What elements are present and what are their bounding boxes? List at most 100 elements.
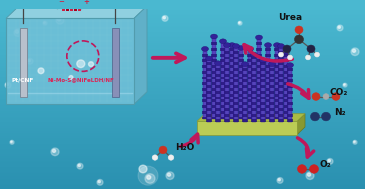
Polygon shape [215,74,221,77]
Polygon shape [211,117,217,119]
Circle shape [138,166,158,185]
Polygon shape [251,97,257,99]
Bar [0,85,365,86]
Polygon shape [269,79,275,82]
Bar [0,11,365,12]
Polygon shape [283,99,289,102]
Bar [0,72,365,73]
Polygon shape [229,111,235,114]
Polygon shape [206,97,212,99]
Polygon shape [242,108,248,111]
Bar [0,160,365,161]
Bar [0,144,365,145]
Bar [0,65,365,66]
Polygon shape [229,105,235,108]
Bar [0,123,365,124]
Polygon shape [74,1,77,11]
Polygon shape [220,65,226,68]
Polygon shape [202,117,208,119]
Ellipse shape [223,43,231,47]
Bar [0,60,365,61]
Bar [0,52,365,53]
Polygon shape [233,102,239,105]
Polygon shape [270,64,274,122]
Polygon shape [220,88,226,91]
Circle shape [5,82,11,88]
Bar [0,38,365,39]
Polygon shape [6,18,134,104]
Bar [0,105,365,106]
Bar [0,80,365,81]
Ellipse shape [219,39,227,44]
Bar [0,172,365,173]
Ellipse shape [233,44,239,48]
Polygon shape [229,99,235,102]
Circle shape [38,68,44,74]
Polygon shape [203,49,207,119]
Polygon shape [233,57,239,59]
Bar [0,62,365,63]
Polygon shape [269,97,275,99]
Circle shape [295,26,303,34]
Bar [0,31,365,32]
Bar [0,110,365,111]
Polygon shape [224,62,230,65]
Bar [0,16,365,17]
Polygon shape [274,48,280,51]
Bar [0,87,365,88]
Polygon shape [202,94,208,97]
Polygon shape [220,59,226,62]
Polygon shape [283,111,289,114]
Circle shape [166,172,174,180]
Polygon shape [251,74,257,77]
Polygon shape [62,1,65,11]
Polygon shape [283,82,289,85]
Bar [0,88,365,89]
Bar [0,18,365,19]
Polygon shape [242,74,248,77]
Polygon shape [256,71,262,74]
Polygon shape [274,77,280,79]
Bar [0,26,365,27]
Bar [0,113,365,114]
Polygon shape [238,59,244,62]
Polygon shape [247,71,253,74]
Bar [0,143,365,144]
Polygon shape [274,54,280,57]
Bar [0,165,365,166]
Bar [0,77,365,78]
Bar [0,29,365,30]
Bar [0,175,365,176]
Polygon shape [256,99,262,102]
Polygon shape [220,105,226,108]
Polygon shape [215,85,221,88]
Circle shape [354,141,355,143]
Polygon shape [278,85,284,88]
Circle shape [332,93,340,100]
Polygon shape [247,117,253,119]
Polygon shape [256,111,262,114]
Ellipse shape [250,52,257,57]
Polygon shape [247,65,253,68]
Bar [0,150,365,151]
Circle shape [10,140,14,144]
Polygon shape [224,74,230,77]
Bar [0,97,365,98]
Polygon shape [266,45,270,119]
Polygon shape [256,48,262,51]
Polygon shape [265,99,271,102]
Bar [0,79,365,80]
Bar [0,28,365,29]
Polygon shape [202,54,208,57]
Polygon shape [278,91,284,94]
Polygon shape [206,68,212,71]
Bar [0,32,365,33]
Polygon shape [206,119,212,122]
Polygon shape [260,102,266,105]
Polygon shape [220,77,226,79]
Polygon shape [284,52,288,119]
Polygon shape [215,91,221,94]
Polygon shape [233,85,239,88]
Polygon shape [287,114,293,117]
Circle shape [338,26,341,28]
